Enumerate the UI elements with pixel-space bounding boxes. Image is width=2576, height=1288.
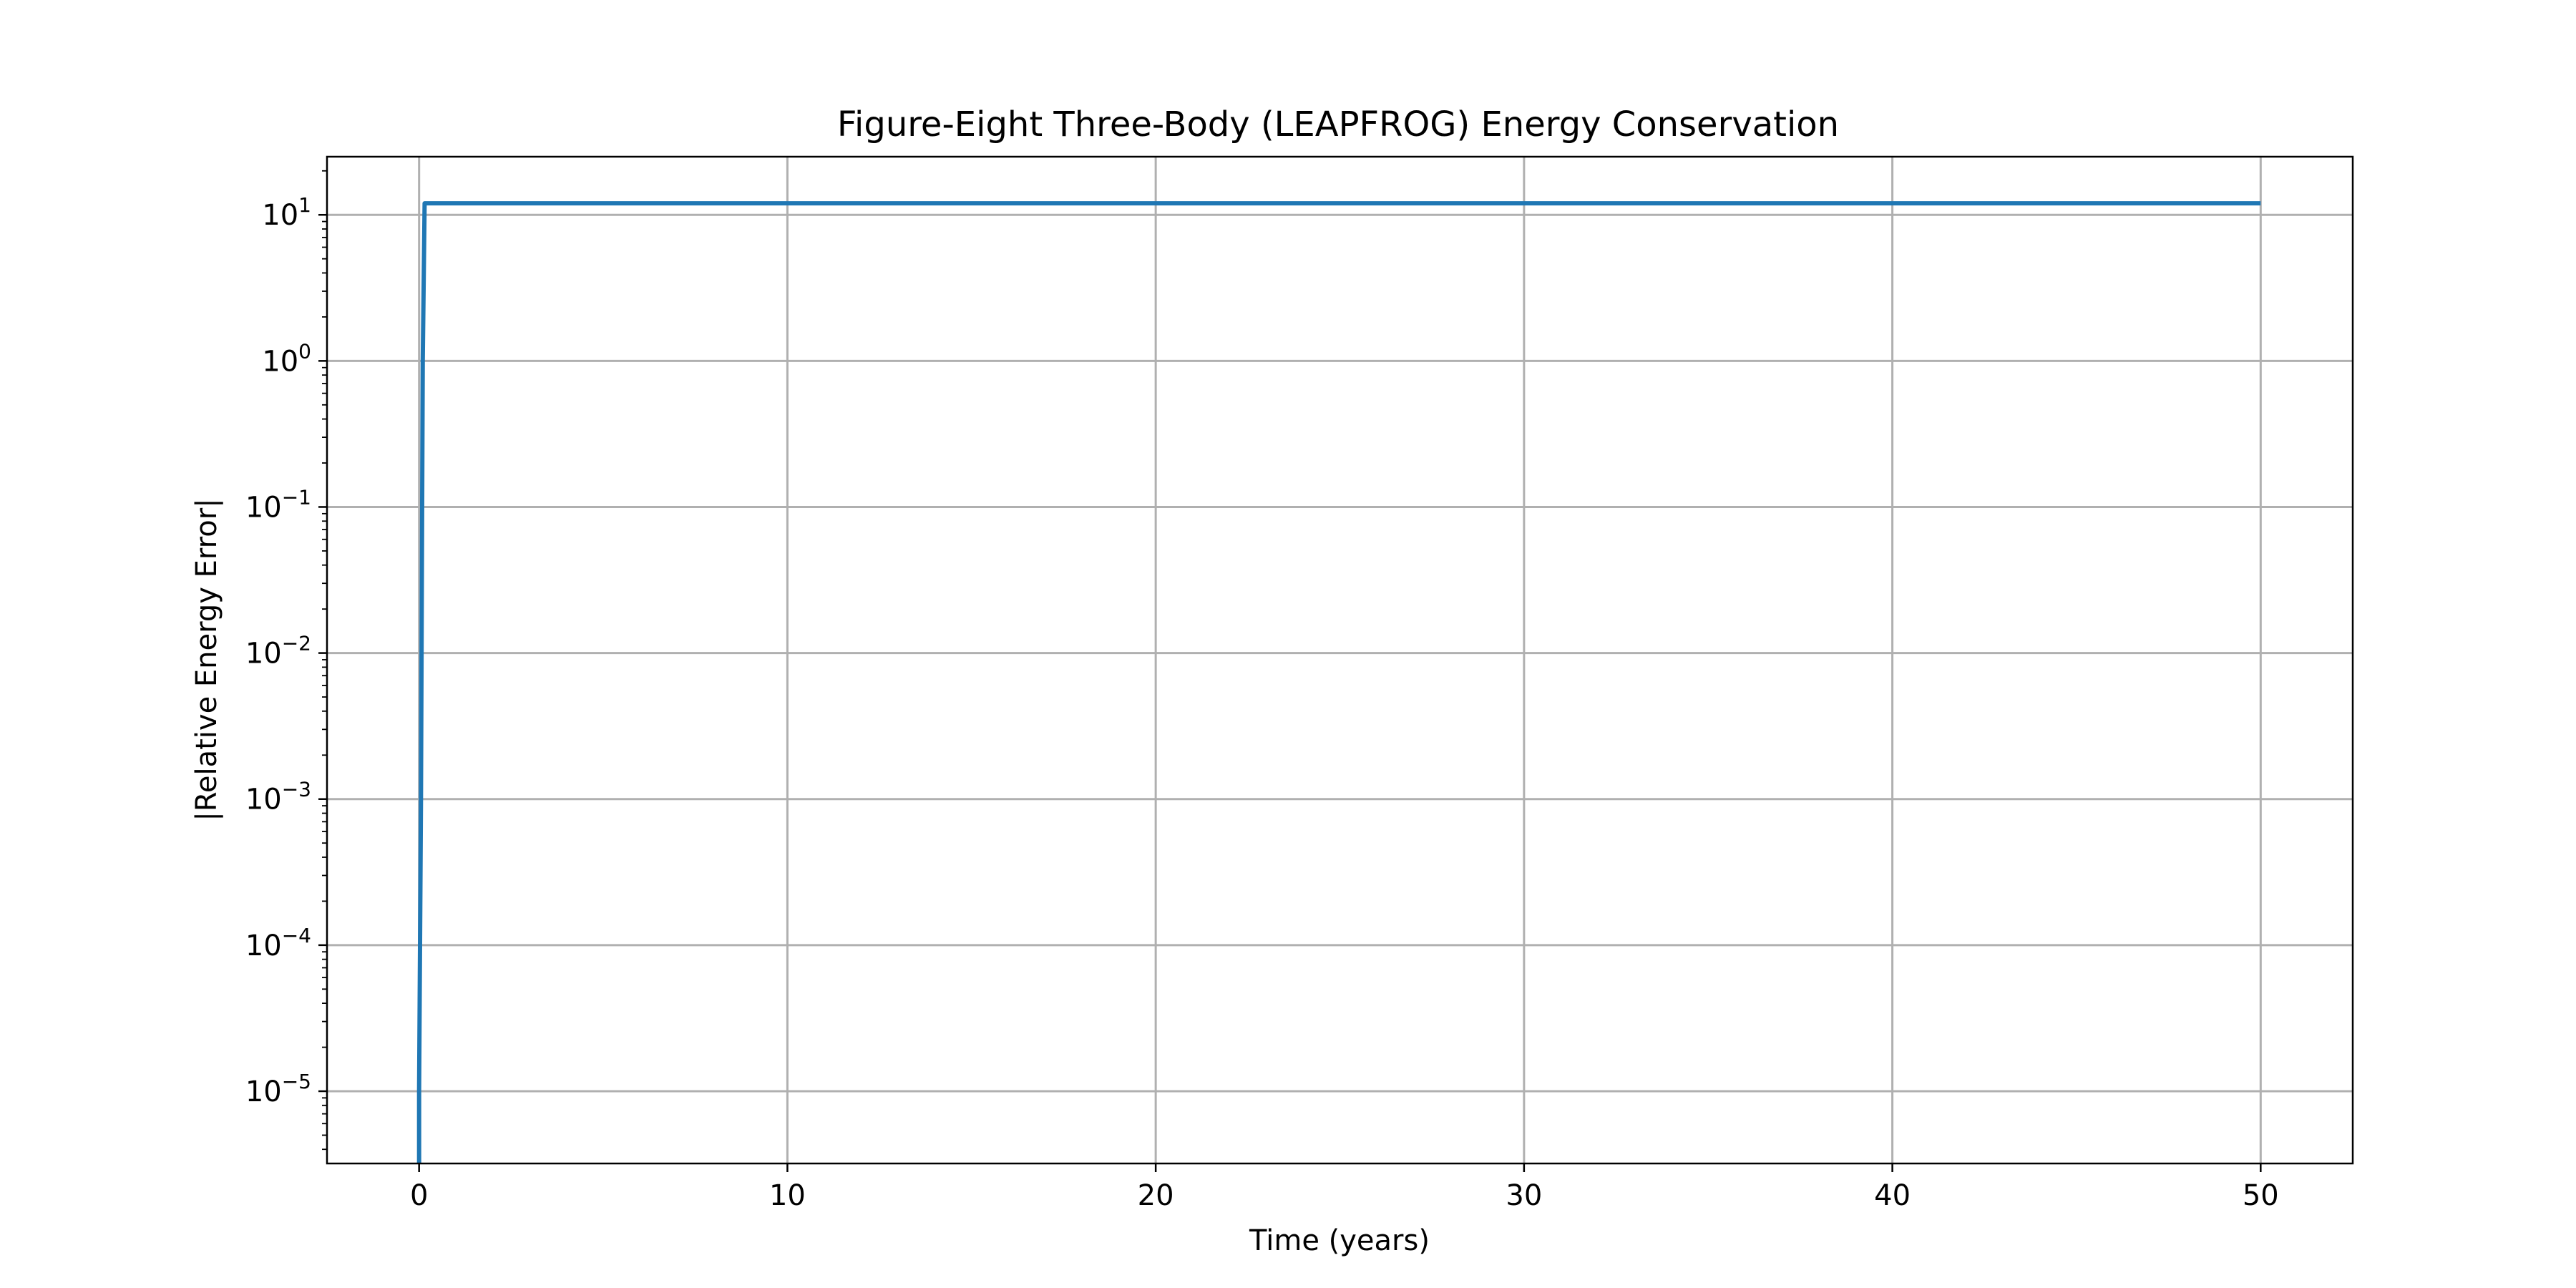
- ticks-layer: 0 10 20 30 40 50 10−5 10−4 10−3 10−2 10−1 100 101: [245, 170, 2279, 1212]
- y-tick-label: 10−5: [245, 1070, 311, 1108]
- series-layer: [416, 201, 2261, 1163]
- grid-layer: [327, 157, 2353, 1163]
- y-axis-label: |Relative Energy Error|: [190, 498, 223, 821]
- x-tick-label: 0: [410, 1179, 428, 1212]
- x-tick-label: 20: [1138, 1179, 1174, 1212]
- x-tick-label: 10: [769, 1179, 806, 1212]
- y-tick-label: 100: [262, 339, 311, 378]
- plot-frame: [326, 155, 2354, 1165]
- x-tick-label: 50: [2243, 1179, 2279, 1212]
- y-tick-label: 10−1: [245, 485, 311, 524]
- x-axis-label: Time (years): [1249, 1224, 1430, 1257]
- x-tick-label: 30: [1506, 1179, 1542, 1212]
- x-tick-label: 40: [1874, 1179, 1911, 1212]
- y-tick-label: 10−4: [245, 924, 311, 962]
- chart-title: Figure-Eight Three-Body (LEAPFROG) Energ…: [837, 104, 1839, 145]
- y-tick-label: 10−3: [245, 778, 311, 816]
- y-tick-label: 10−2: [245, 632, 311, 670]
- y-tick-label: 101: [262, 193, 311, 232]
- series-line-0: [416, 201, 2261, 1163]
